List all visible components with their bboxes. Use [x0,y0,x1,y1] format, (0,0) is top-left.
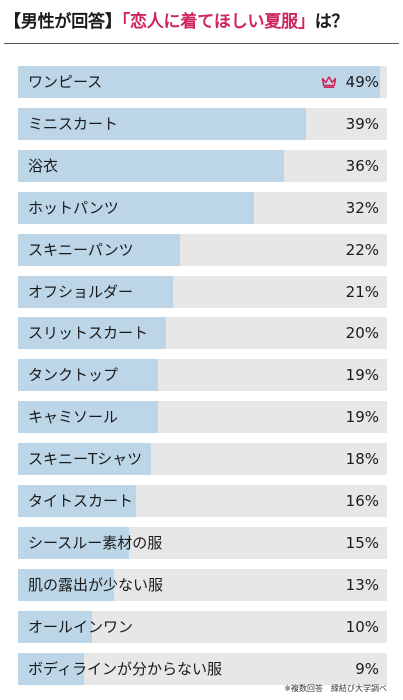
category-label: ホットパンツ [28,199,119,217]
bar [18,527,129,559]
bar [18,276,173,308]
value-label: 19% [345,366,379,384]
bar-row: タイトスカート 16% [18,485,387,517]
bar-chart: ワンピース 49% ミニスカート 39% 浴衣 36% ホットパンツ 32% スキニーパンツ 22… [18,66,387,685]
footnote: ※複数回答 縁結び大学調べ [284,684,387,693]
bar-row: ホットパンツ 32% [18,192,387,224]
title-open-bracket: 【 [4,12,21,32]
title-suffix: は？ [314,12,349,32]
category-label: 浴衣 [28,157,59,175]
title-prefix: 男性が回答 [20,12,105,32]
bar [18,443,151,475]
bar-row: オフショルダー 21% [18,276,387,308]
bar [18,66,380,98]
value-label: 19% [345,408,379,426]
value-label: 21% [345,283,379,301]
category-label: スキニーパンツ [28,241,134,259]
bar-row: タンクトップ 19% [18,359,387,391]
category-label: キャミソール [28,408,119,426]
value-label: 36% [345,157,379,175]
bar-row: スキニーパンツ 22% [18,234,387,266]
value-label: 16% [345,492,379,510]
bar-row: ワンピース 49% [18,66,387,98]
category-label: ボディラインが分からない服 [28,660,222,678]
bar [18,192,254,224]
bar-row: オールインワン 10% [18,611,387,643]
bar [18,611,92,643]
category-label: ワンピース [28,73,103,91]
bar-row: キャミソール 19% [18,401,387,433]
chart-title: 【男性が回答】「恋人に着てほしい夏服」は？ [4,8,349,36]
value-label: 10% [345,618,379,636]
bar [18,150,284,182]
value-label: 49% [345,73,379,91]
bar [18,401,158,433]
title-topic: 恋人に着てほしい夏服 [129,12,298,32]
category-label: ミニスカート [28,115,119,133]
bar [18,653,84,685]
bar-row: ミニスカート 39% [18,108,387,140]
bar-row: ボディラインが分からない服 9% [18,653,387,685]
category-label: シースルー素材の服 [28,534,163,552]
bar [18,234,180,266]
category-label: タイトスカート [28,492,134,510]
category-label: スリットスカート [28,324,149,342]
category-label: オールインワン [28,618,134,636]
bar-row: シースルー素材の服 15% [18,527,387,559]
value-label: 32% [345,199,379,217]
bar [18,317,166,349]
title-close-bracket: 】 [104,12,122,32]
bar [18,569,114,601]
category-label: スキニーTシャツ [28,450,143,468]
bar-row: 肌の露出が少ない服 13% [18,569,387,601]
value-label: 39% [345,115,379,133]
bar [18,485,136,517]
bar [18,359,158,391]
value-label: 9% [355,660,379,678]
bar-row: 浴衣 36% [18,150,387,182]
value-label: 18% [345,450,379,468]
bar [18,108,306,140]
title-open-quote: 「 [121,12,131,32]
crown-icon [321,76,337,89]
category-label: 肌の露出が少ない服 [28,576,164,594]
value-label: 20% [345,324,379,342]
value-label: 15% [345,534,379,552]
title-close-quote: 」 [297,12,315,32]
bar-row: スリットスカート 20% [18,317,387,349]
value-label: 13% [345,576,379,594]
category-label: オフショルダー [28,283,134,301]
value-label: 22% [345,241,379,259]
title-divider [4,43,399,44]
category-label: タンクトップ [28,366,119,384]
bar-row: スキニーTシャツ 18% [18,443,387,475]
